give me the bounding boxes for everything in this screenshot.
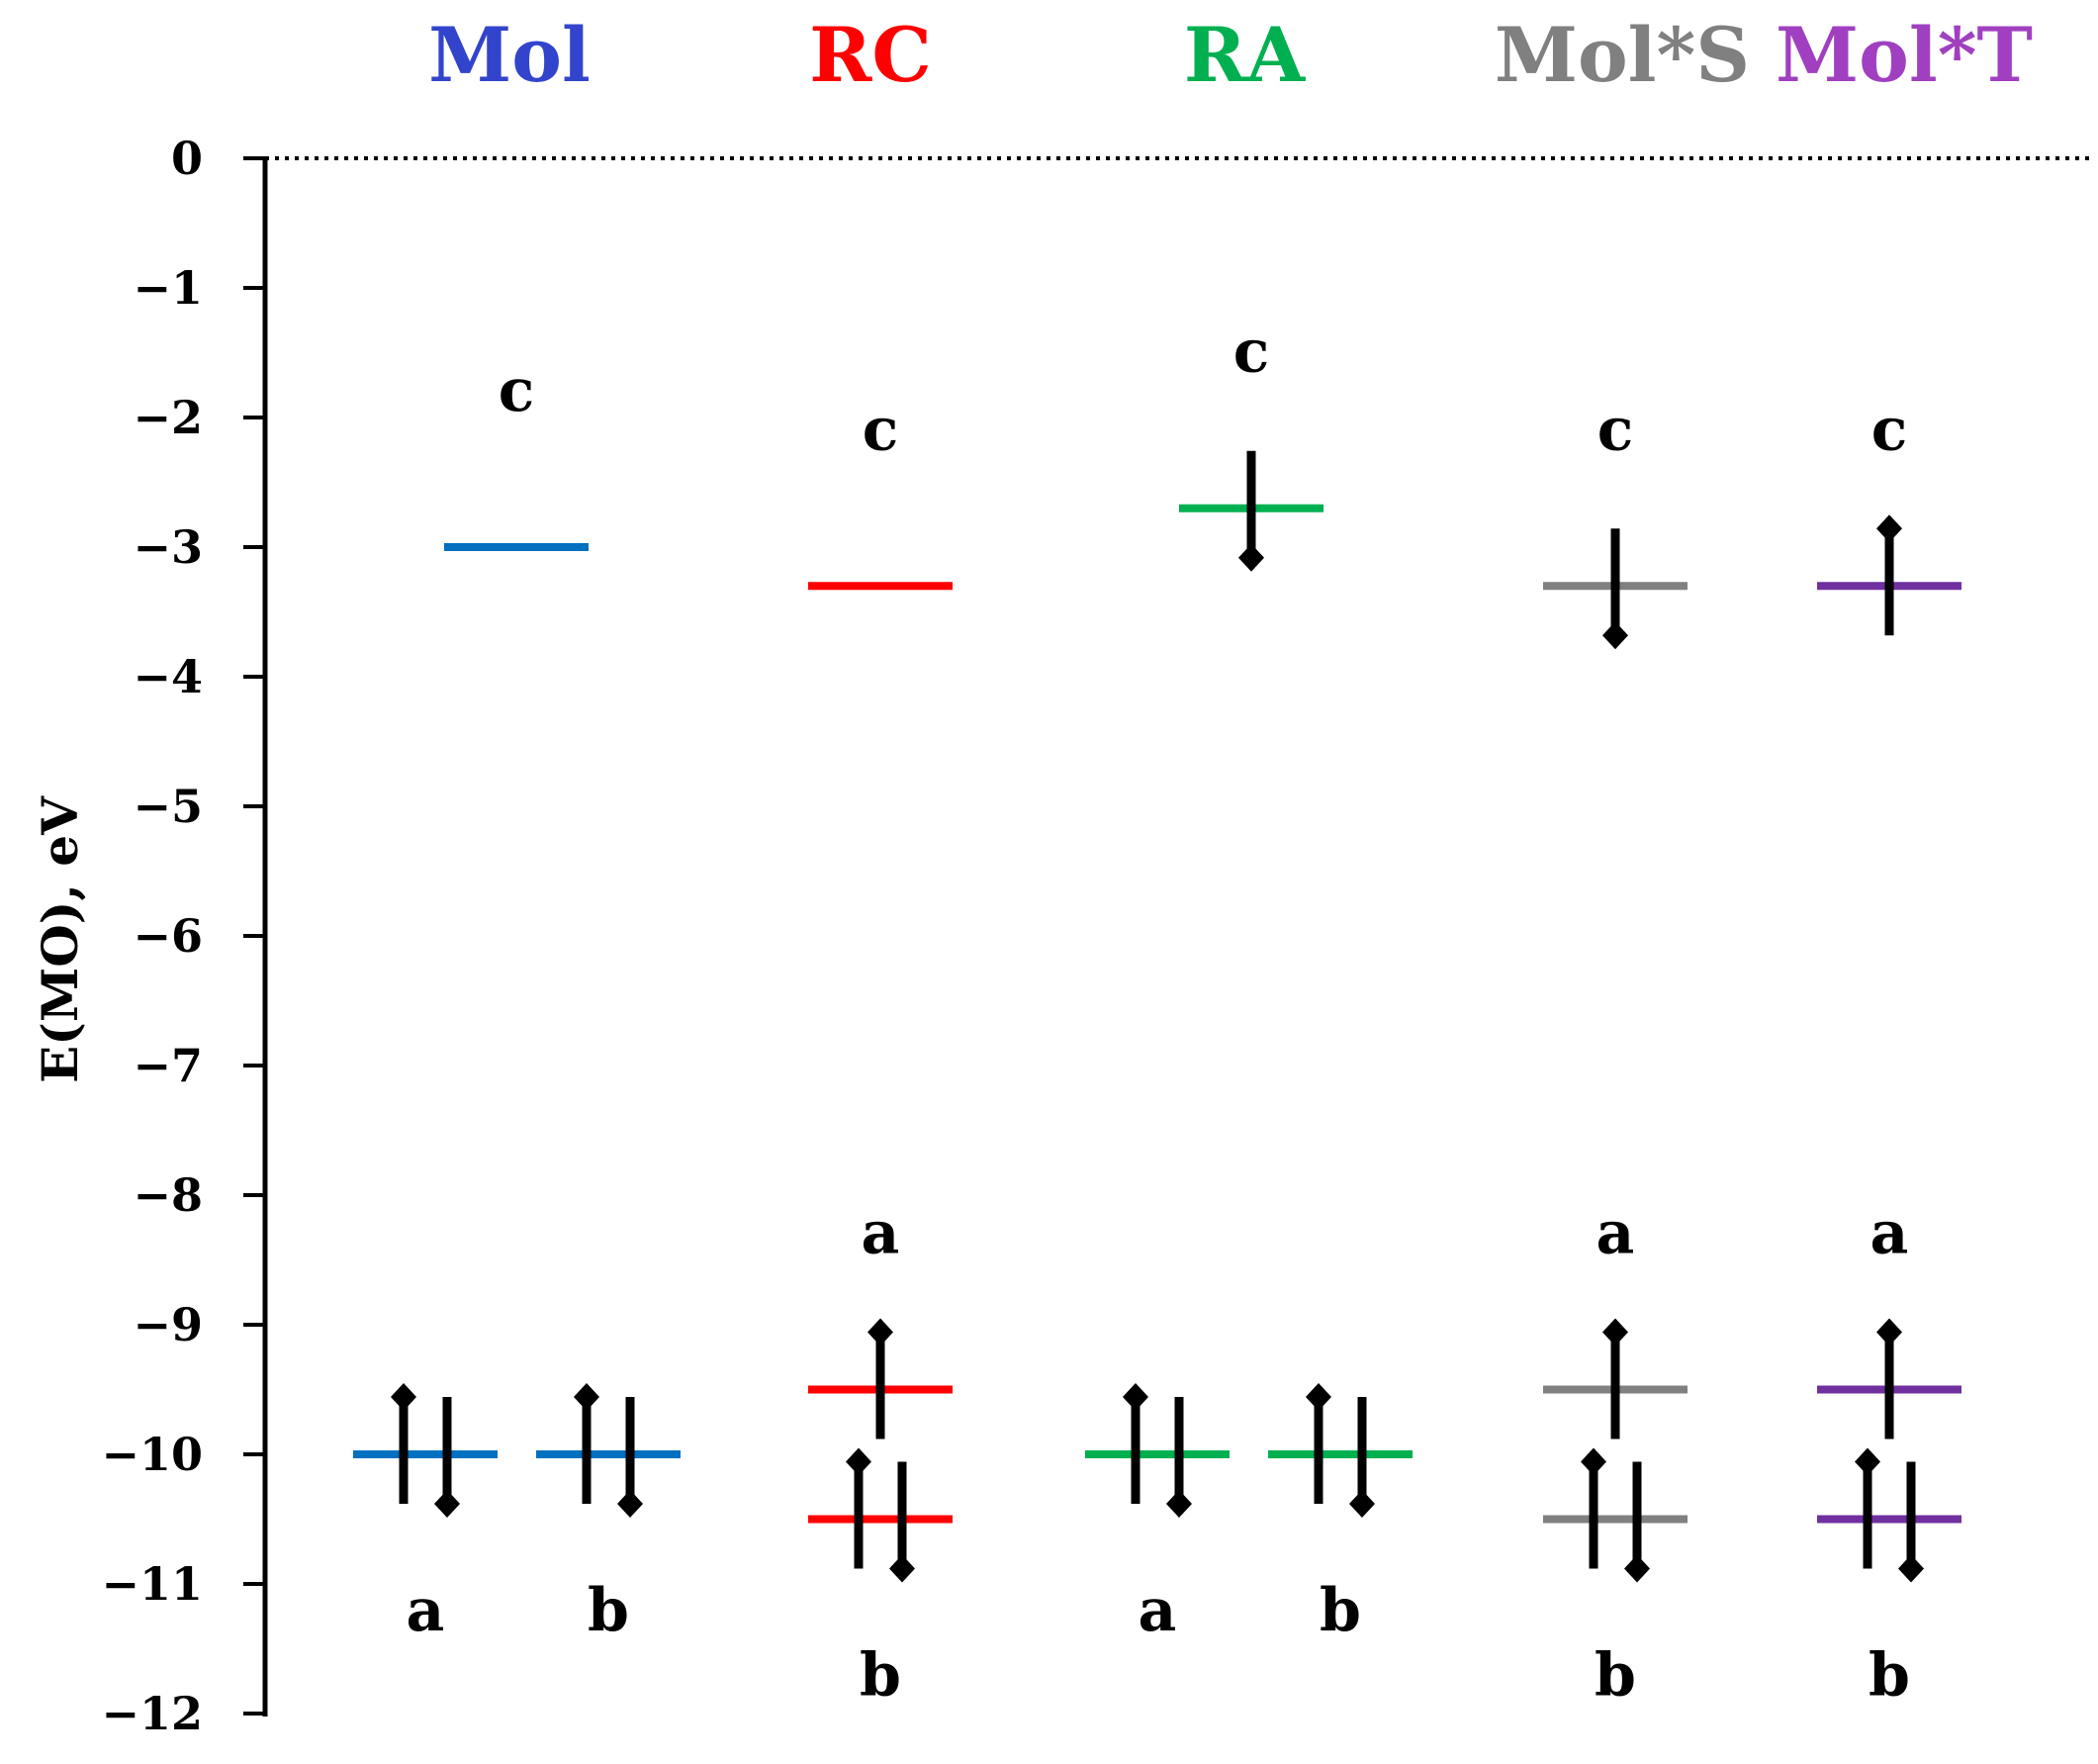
group-title: RC <box>809 11 932 99</box>
y-tick-label: −6 <box>133 909 203 963</box>
y-tick-label: −5 <box>133 780 203 833</box>
spin-down-arrow <box>1238 450 1264 572</box>
orbital-label-b: b <box>1869 1641 1910 1711</box>
y-tick-label: −7 <box>133 1039 203 1092</box>
group-rc: c a b <box>808 395 953 1711</box>
orbital-label-a: a <box>862 1199 900 1268</box>
orbital-label-b: b <box>860 1641 901 1711</box>
spin-down-arrow <box>889 1461 915 1583</box>
group-title: Mol <box>428 11 591 99</box>
spin-down-arrow <box>1166 1397 1192 1518</box>
spin-up-arrow <box>1123 1383 1148 1504</box>
orbital-label-a: a <box>407 1576 445 1645</box>
spin-up-arrow <box>574 1383 599 1504</box>
y-tick-label: −12 <box>101 1687 203 1740</box>
group-mol-star-s: c a b <box>1543 395 1688 1711</box>
y-tick-label: −1 <box>133 261 203 315</box>
y-tick-label: −10 <box>101 1428 203 1481</box>
y-tick-label: −3 <box>133 520 203 574</box>
spin-down-arrow <box>617 1397 643 1518</box>
spin-up-arrow <box>1855 1447 1880 1569</box>
orbital-label-b: b <box>1320 1576 1361 1645</box>
spin-up-arrow <box>1876 514 1902 636</box>
orbital-label-c: c <box>499 356 535 425</box>
orbital-label-c: c <box>1233 318 1270 387</box>
spin-down-arrow <box>1898 1461 1924 1583</box>
orbital-label-b: b <box>1595 1641 1636 1711</box>
spin-down-arrow <box>434 1397 460 1518</box>
orbital-label-a: a <box>1870 1199 1909 1268</box>
y-tick-label: −2 <box>133 391 203 444</box>
group-mol: c a b <box>353 356 681 1645</box>
spin-down-arrow <box>1349 1397 1375 1518</box>
group-title: RA <box>1184 11 1306 99</box>
orbital-label-c: c <box>1871 395 1908 464</box>
y-tick-label: −4 <box>133 650 203 703</box>
y-tick-label: −8 <box>133 1168 203 1222</box>
spin-up-arrow <box>1581 1447 1606 1569</box>
y-tick-label: −11 <box>101 1557 203 1611</box>
y-axis-label: E(MO), eV <box>31 795 89 1083</box>
spin-up-arrow <box>1306 1383 1331 1504</box>
orbital-label-a: a <box>1596 1199 1635 1268</box>
spin-up-arrow <box>1876 1318 1902 1439</box>
spin-down-arrow <box>1602 528 1628 650</box>
orbital-label-c: c <box>1597 395 1634 464</box>
spin-up-arrow <box>1602 1318 1628 1439</box>
y-tick-label: 0 <box>171 132 203 185</box>
orbital-label-a: a <box>1139 1576 1177 1645</box>
spin-down-arrow <box>1624 1461 1650 1583</box>
group-title: Mol*T <box>1776 11 2033 99</box>
orbital-label-b: b <box>588 1576 629 1645</box>
y-tick-label: −9 <box>133 1298 203 1351</box>
group-mol-star-t: c a b <box>1817 395 1961 1711</box>
group-ra: c a b <box>1085 318 1413 1645</box>
spin-up-arrow <box>391 1383 416 1504</box>
spin-up-arrow <box>846 1447 871 1569</box>
spin-up-arrow <box>867 1318 893 1439</box>
group-title: Mol*S <box>1495 11 1750 99</box>
orbital-label-c: c <box>863 395 899 464</box>
